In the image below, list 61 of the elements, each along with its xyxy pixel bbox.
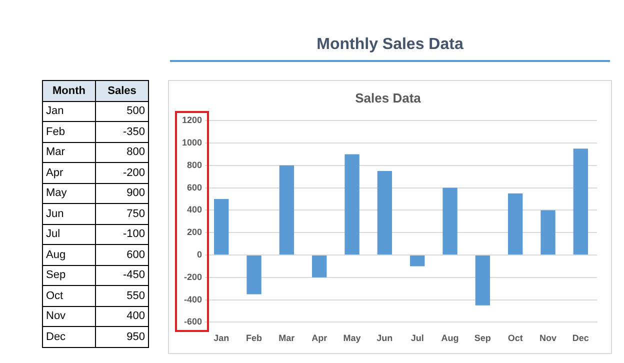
y-tick-label: 800 <box>186 160 202 170</box>
x-tick-label: Jun <box>376 333 393 344</box>
bar <box>214 199 229 254</box>
chart-title: Sales Data <box>355 90 422 106</box>
bar <box>344 154 360 254</box>
text: Oct <box>42 286 96 306</box>
bar <box>377 171 392 254</box>
bar <box>246 256 262 294</box>
y-tick-label: 400 <box>186 204 202 215</box>
text: 400 <box>96 306 148 326</box>
bar <box>410 256 425 266</box>
text: 550 <box>96 286 148 306</box>
y-tick-label: 200 <box>186 227 202 238</box>
text: 750 <box>96 204 148 224</box>
y-tick-label: -400 <box>184 294 202 304</box>
x-tick-label: Jan <box>214 333 230 344</box>
text: Apr <box>42 162 96 183</box>
bar <box>442 188 458 254</box>
bar <box>475 256 490 306</box>
text: Jul <box>42 224 96 244</box>
text: Sep <box>42 265 96 286</box>
text: -200 <box>96 162 148 183</box>
bar <box>312 256 327 278</box>
chart-subtitle: Monthly Sales Data <box>170 36 610 62</box>
bar <box>573 148 588 254</box>
x-tick-label: Oct <box>508 333 523 344</box>
text: Feb <box>42 122 96 142</box>
x-tick-label: Nov <box>539 333 557 344</box>
y-tick-label: 0 <box>197 249 202 260</box>
text: Sales <box>96 80 148 101</box>
x-tick-label: Apr <box>312 333 328 344</box>
x-tick-label: May <box>343 333 361 344</box>
text: Jun <box>42 204 96 224</box>
text: Month <box>42 80 96 101</box>
x-tick-label: Jul <box>410 333 424 344</box>
y-tick-label: 1000 <box>182 137 202 148</box>
x-tick-label: Aug <box>441 333 459 344</box>
y-tick-label: -200 <box>184 272 202 282</box>
bar <box>540 210 556 254</box>
bar <box>279 165 294 254</box>
text: Mar <box>42 142 96 162</box>
text: 500 <box>96 101 148 122</box>
text: 950 <box>96 326 148 347</box>
x-tick-label: Dec <box>572 333 589 344</box>
text: 900 <box>96 183 148 204</box>
x-tick-label: Sep <box>474 333 492 344</box>
text: May <box>42 183 96 204</box>
text: 800 <box>96 142 148 162</box>
y-tick-label: 600 <box>186 182 202 192</box>
text: Jan <box>42 101 96 122</box>
text: 600 <box>96 244 148 265</box>
text: -350 <box>96 122 148 142</box>
x-tick-label: Mar <box>278 333 296 344</box>
bar <box>508 193 523 254</box>
y-tick-label: 1200 <box>182 115 202 126</box>
y-tick-label: -600 <box>184 316 202 327</box>
text: Nov <box>42 306 96 326</box>
text: -450 <box>96 265 148 286</box>
text: Aug <box>42 244 96 265</box>
text: -100 <box>96 224 148 244</box>
x-tick-label: Feb <box>246 333 263 344</box>
